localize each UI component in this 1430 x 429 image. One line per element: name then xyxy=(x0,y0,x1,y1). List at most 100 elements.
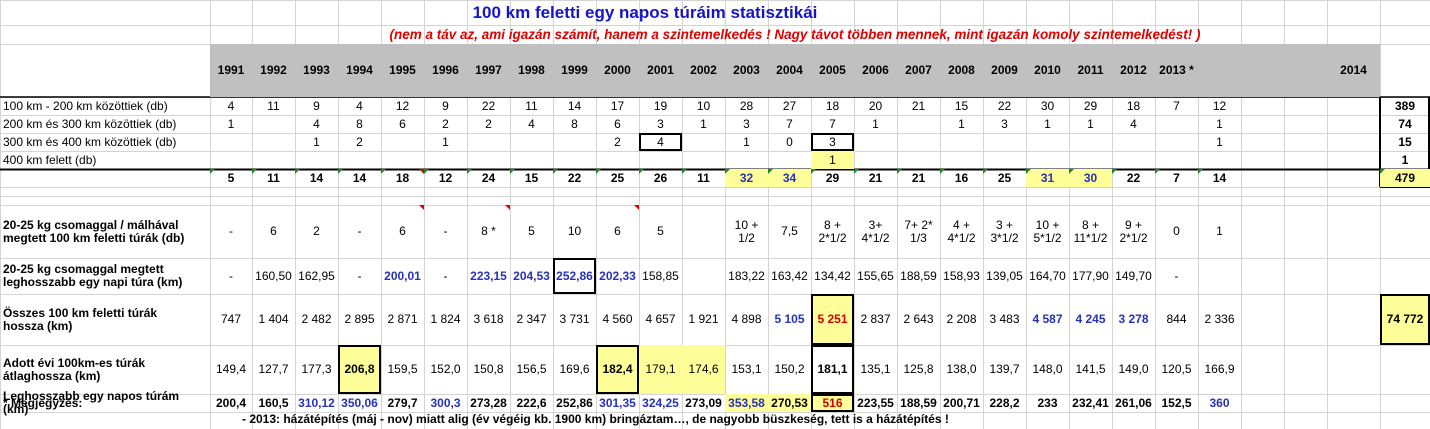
row-label: Adott évi 100km-es túrák átlaghossza (km… xyxy=(3,355,146,383)
row-value: 152,0 xyxy=(430,362,461,376)
row-value: 9 xyxy=(313,98,320,113)
row-label: Összes 100 km feletti túrák hossza (km) xyxy=(3,305,158,333)
row-value: 324,25 xyxy=(642,395,679,410)
row-value: 139,05 xyxy=(986,268,1023,283)
row-value: 279,7 xyxy=(387,395,418,410)
year-header: 1992 xyxy=(260,63,287,77)
row-value: 3 xyxy=(811,133,854,151)
row-value: 273,28 xyxy=(470,395,507,410)
row-value: 4 xyxy=(356,98,363,113)
row-value: 3 xyxy=(657,116,664,131)
row-value: 2 xyxy=(313,224,320,238)
row-value: 11 xyxy=(267,98,280,113)
row-total: 74 772 xyxy=(1380,294,1430,345)
row-value: 10 xyxy=(567,224,582,238)
row-value: 9 xyxy=(442,98,449,113)
row-value: 20 xyxy=(868,98,883,113)
row-value: 188,59 xyxy=(900,268,937,283)
row-value: 150,8 xyxy=(473,362,504,376)
row-value: 34 xyxy=(768,169,811,187)
row-value: 2 643 xyxy=(903,312,934,326)
row-value: 11 xyxy=(525,98,538,113)
row-value: 1 xyxy=(872,116,879,131)
year-header: 2007 xyxy=(905,63,932,77)
note-heading: * Megjegyzés: xyxy=(3,396,83,410)
row-value: 7 xyxy=(829,116,836,131)
row-value: 5 xyxy=(528,224,535,238)
row-value: 4 587 xyxy=(1032,312,1063,326)
year-header: 2003 xyxy=(733,63,760,77)
row-value: 11 xyxy=(682,169,725,187)
row-value: 3 xyxy=(1001,116,1008,131)
row-value: 204,53 xyxy=(513,268,550,283)
row-value: 1 xyxy=(811,151,854,169)
row-value: 261,06 xyxy=(1115,395,1152,410)
row-value: 14 xyxy=(295,169,338,187)
year-header: 1993 xyxy=(303,63,330,77)
row-value: 22 xyxy=(997,98,1012,113)
row-value: 148,0 xyxy=(1032,362,1063,376)
year-header: 2009 xyxy=(991,63,1018,77)
row-value: 155,65 xyxy=(857,268,894,283)
row-value: 4 898 xyxy=(731,312,762,326)
row-value: 1 xyxy=(313,134,320,149)
row-value: 160,5 xyxy=(258,395,289,410)
row-value: 32 xyxy=(725,169,768,187)
row-value: 15 xyxy=(954,98,969,113)
row-value: 25 xyxy=(596,169,639,187)
year-header: 2013 * xyxy=(1159,63,1194,77)
row-value: - xyxy=(1174,268,1179,283)
row-value: 156,5 xyxy=(516,362,547,376)
year-header: 2006 xyxy=(862,63,889,77)
row-value: 8 + 11*1/2 xyxy=(1073,217,1108,245)
year-header: 1999 xyxy=(561,63,588,77)
row-value: 200,71 xyxy=(943,395,980,410)
row-value: 11 xyxy=(252,169,295,187)
row-value: 2 336 xyxy=(1204,312,1235,326)
row-value: 166,9 xyxy=(1204,362,1235,376)
row-value: 12 xyxy=(424,169,467,187)
year-header: 2004 xyxy=(776,63,803,77)
row-value: 2 482 xyxy=(301,312,332,326)
year-header: 2005 xyxy=(819,63,846,77)
row-value: 18 xyxy=(381,169,424,187)
row-value: 6 xyxy=(596,205,639,258)
row-value: 159,5 xyxy=(387,362,418,376)
row-value: 12 xyxy=(395,98,410,113)
row-value: 1 xyxy=(442,134,449,149)
row-value: 25 xyxy=(983,169,1026,187)
row-value: 4 + 4*1/2 xyxy=(947,217,976,245)
row-value: - xyxy=(443,224,448,238)
row-value: 270,53 xyxy=(768,394,811,412)
row-label: 20-25 kg csomaggal megtett leghosszabb e… xyxy=(3,262,183,289)
row-label: 20-25 kg csomaggal / málhával megtett 10… xyxy=(3,217,185,245)
row-value: 1 921 xyxy=(688,312,719,326)
row-value: 252,86 xyxy=(553,258,596,294)
row-value: 8 xyxy=(571,116,578,131)
row-value: 22 xyxy=(481,98,496,113)
row-value: 150,2 xyxy=(774,362,805,376)
row-value: 22 xyxy=(553,169,596,187)
row-value: 7 xyxy=(1173,98,1180,113)
year-header: 2011 xyxy=(1077,63,1104,77)
row-value: 18 xyxy=(1126,98,1141,113)
row-value: 6 xyxy=(381,205,424,258)
row-value: 17 xyxy=(610,98,625,113)
row-value: 29 xyxy=(811,169,854,187)
row-value: 3+ 4*1/2 xyxy=(861,217,890,245)
row-value: 3 483 xyxy=(989,312,1020,326)
row-value: 2 xyxy=(442,116,449,131)
row-value: 1 404 xyxy=(258,312,289,326)
row-value: 5 105 xyxy=(774,312,805,326)
row-value: 2 347 xyxy=(516,312,547,326)
row-value: 3 731 xyxy=(559,312,590,326)
row-total: 479 xyxy=(1380,169,1430,187)
row-value: 310,12 xyxy=(298,395,335,410)
row-value: 1 xyxy=(1216,116,1223,131)
row-value: 516 xyxy=(811,394,854,412)
row-value: 30 xyxy=(1069,169,1112,187)
year-header: 2000 xyxy=(604,63,631,77)
row-value: 10 + 5*1/2 xyxy=(1033,217,1062,245)
year-header-band xyxy=(210,44,1380,97)
row-value: 7+ 2* 1/3 xyxy=(904,217,933,245)
